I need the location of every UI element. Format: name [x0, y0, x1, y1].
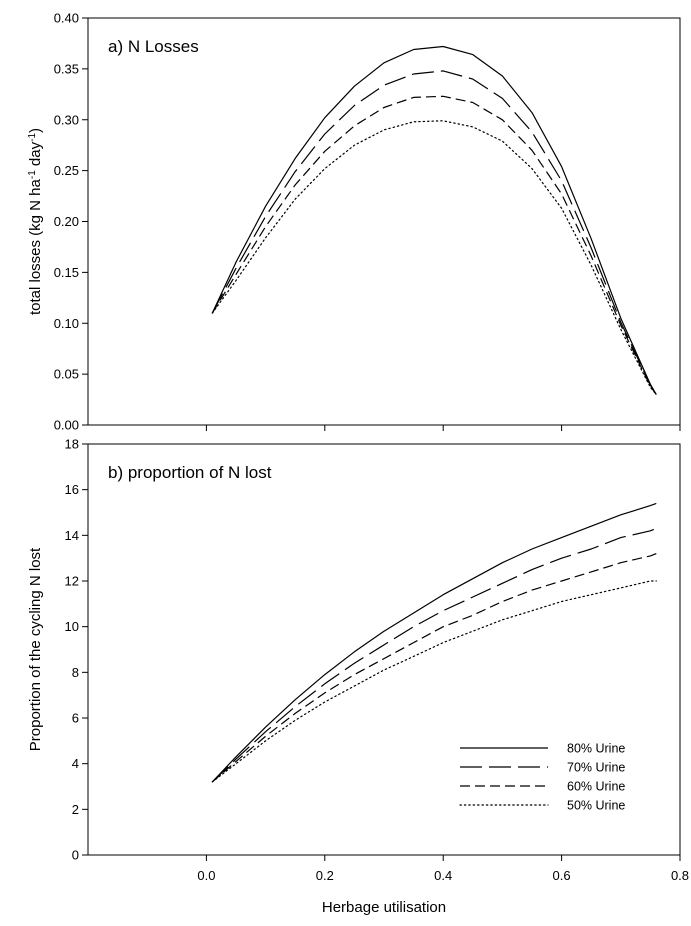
y-tick-label: 10 [65, 619, 79, 634]
y-tick-label: 0.00 [54, 418, 79, 433]
panel-a-ylabel-mid: day [27, 141, 44, 170]
y-tick-label: 18 [65, 437, 79, 452]
y-tick-label: 4 [72, 756, 79, 771]
panel-a-y-ticks: 0.00 0.05 0.10 0.15 0.20 0.25 0.30 0.35 0.40 [54, 11, 681, 433]
y-tick-label: 0.30 [54, 112, 79, 127]
series-line-80-urine [211, 502, 657, 783]
x-tick-label: 0.4 [434, 868, 452, 883]
panel-a-ylabel-prefix: total losses (kg N ha [27, 178, 44, 315]
legend-label: 80% Urine [567, 742, 625, 756]
y-tick-label: 0 [72, 848, 79, 863]
series-line-60-urine [211, 553, 657, 783]
series-line-60-urine [211, 95, 657, 395]
x-tick-label: 0.0 [197, 868, 215, 883]
x-tick-label: 0.8 [671, 868, 689, 883]
series-line-80-urine [211, 45, 657, 395]
panel-a-y-axis-label: total losses (kg N ha-1 day-1) [27, 128, 45, 315]
series-line-70-urine [211, 70, 657, 395]
y-tick-label: 16 [65, 482, 79, 497]
y-tick-label: 0.35 [54, 61, 79, 76]
panel-b-frame [87, 443, 681, 856]
y-tick-label: 0.20 [54, 214, 79, 229]
y-tick-label: 0.05 [54, 367, 79, 382]
y-tick-label: 0.10 [54, 316, 79, 331]
panel-a-series [211, 45, 657, 396]
panel-a-n-losses: 0.00 0.05 0.10 0.15 0.20 0.25 0.30 0.35 0.40 a) … [27, 11, 681, 433]
y-tick-label: 12 [65, 574, 79, 589]
legend-label: 50% Urine [567, 799, 625, 813]
y-tick-label: 0.15 [54, 265, 79, 280]
x-axis-label: Herbage utilisation [322, 899, 446, 916]
panel-b-y-ticks: 0 2 4 6 8 10 12 14 16 18 [65, 437, 681, 863]
legend-label: 60% Urine [567, 780, 625, 794]
panel-a-frame [87, 17, 681, 426]
y-tick-label: 2 [72, 802, 79, 817]
legend-label: 70% Urine [567, 761, 625, 775]
panel-a-title: a) N Losses [108, 37, 199, 56]
legend: 80% Urine 70% Urine 60% Urine 50% Urine [459, 742, 625, 813]
y-tick-label: 6 [72, 711, 79, 726]
panel-a-ylabel-sup2: -1 [27, 133, 38, 142]
panel-b-proportion-lost: 0 2 4 6 8 10 12 14 16 18 0.0 0.2 0.4 0.6 0.8 80% Urin… [27, 437, 689, 884]
y-tick-label: 0.40 [54, 11, 79, 26]
y-tick-label: 14 [65, 528, 79, 543]
y-tick-label: 8 [72, 665, 79, 680]
x-tick-label: 0.2 [316, 868, 334, 883]
x-tick-label: 0.6 [553, 868, 571, 883]
panel-b-title: b) proportion of N lost [108, 463, 272, 482]
series-line-50-urine [211, 580, 657, 783]
panel-b-y-axis-label: Proportion of the cycling N lost [27, 547, 44, 751]
panel-b-series [211, 502, 657, 783]
series-line-50-urine [211, 120, 657, 396]
y-tick-label: 0.25 [54, 163, 79, 178]
panel-a-ylabel-sup1: -1 [27, 170, 38, 179]
panel-b-x-ticks: 0.0 0.2 0.4 0.6 0.8 [197, 868, 689, 883]
panel-a-ylabel-suffix: ) [27, 128, 44, 133]
series-line-70-urine [211, 527, 657, 783]
